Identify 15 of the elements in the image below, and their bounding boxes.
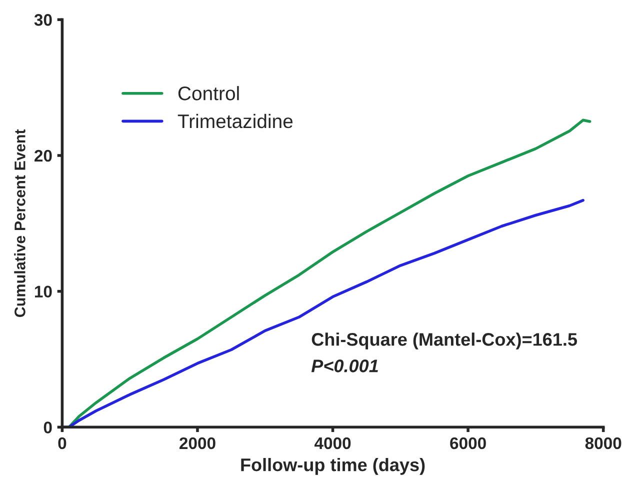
y-tick-label: 30 [34,14,52,26]
x-tick-label: 6000 [450,437,486,450]
legend-label: Control [178,86,239,100]
annotation: P<0.001 [311,360,378,372]
y-tick-label: 10 [34,286,52,298]
y-tick-label: 20 [34,150,52,162]
y-tick-label: 0 [44,422,52,434]
legend-label: Trimetazidine [178,114,293,128]
x-axis-title: Follow-up time (days) [241,458,425,475]
x-tick-label: 8000 [585,437,622,450]
x-tick-label: 4000 [314,437,351,450]
x-tick-label: 2000 [180,437,216,450]
x-tick-label: 0 [58,437,66,450]
y-axis-title: Cumulative Percent Event [14,129,26,318]
annotation: Chi-Square (Mantel-Cox)=161.5 [312,332,577,350]
